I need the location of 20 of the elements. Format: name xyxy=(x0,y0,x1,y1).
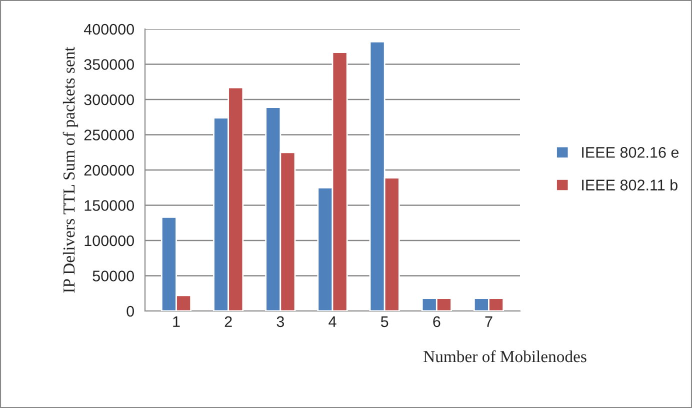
y-tick-label: 100000 xyxy=(84,235,134,246)
y-tick-label: 200000 xyxy=(84,164,134,176)
x-tick-label: 1 xyxy=(173,316,180,327)
y-tick-label: 250000 xyxy=(84,130,134,140)
x-tick-label: 3 xyxy=(276,316,284,328)
y-tick-label: 50000 xyxy=(92,270,134,282)
y-tick-label: 150000 xyxy=(84,200,134,211)
legend-label: IEEE 802.16 e xyxy=(582,146,679,158)
legend-label: IEEE 802.11 b xyxy=(582,179,678,190)
x-tick-label: 7 xyxy=(485,316,492,327)
y-tick-label: 300000 xyxy=(84,94,134,106)
y-tick-label: 350000 xyxy=(84,59,134,70)
y-tick-label: 400000 xyxy=(84,24,134,35)
x-axis-title: Number of Mobilenodes xyxy=(424,350,586,362)
x-tick-label: 2 xyxy=(224,316,232,327)
y-axis-title: IP Delivers TTL Sum of packets sent xyxy=(62,46,78,293)
x-tick-label: 5 xyxy=(380,316,388,328)
x-tick-label: 6 xyxy=(433,316,440,328)
y-tick-label: 0 xyxy=(126,306,134,317)
x-tick-label: 4 xyxy=(328,316,336,327)
